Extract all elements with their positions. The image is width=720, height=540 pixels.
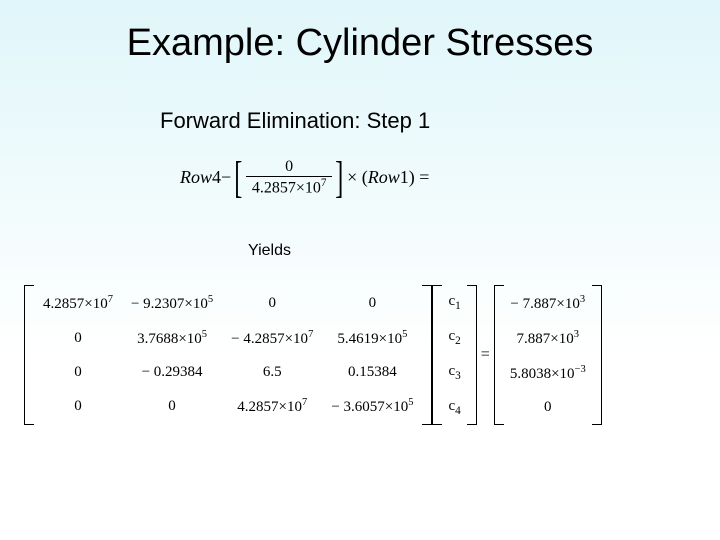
matrix-cell: − 4.2857×107 [222,321,322,356]
den-coeff: 4.2857 [252,179,296,196]
matrix-cell: 0 [222,286,322,321]
bracket-A-left [24,285,34,425]
c-entry: c3 [442,355,466,390]
row-label-right: Row [368,167,400,188]
row-label-left: Row [180,167,212,188]
fraction: 0 4.2857×107 [246,158,333,197]
left-bracket-icon: [ [234,160,242,195]
equals-sign: = [481,346,490,364]
times-icon: × [296,179,305,196]
bracket-b-right [592,285,602,425]
matrix-A: 4.2857×107− 9.2307×1050003.7688×105− 4.2… [34,286,422,424]
frac-numerator: 0 [279,158,299,176]
yields-label: Yields [248,242,291,260]
c-entry: c4 [442,390,466,425]
b-entry: 7.887×103 [504,321,592,356]
matrix-cell: 3.7688×105 [122,321,222,356]
c-entry: c2 [442,320,466,355]
bracket-c-left [432,285,442,425]
den-base: 10 [305,179,321,196]
matrix-cell: − 3.6057×105 [322,389,422,424]
matrix-cell: 0 [122,389,222,424]
den-exp: 7 [321,177,327,189]
matrix-cell: 0 [34,356,122,389]
matrix-cell: 4.2857×107 [222,389,322,424]
right-bracket-icon: ] [336,160,344,195]
row-right-num: 1) = [400,167,430,188]
bracket-A-right [422,285,432,425]
row-num-left: 4 [212,167,221,188]
matrix-cell: 0 [34,389,122,424]
minus-sign: − [221,167,231,188]
matrix-cell: 6.5 [222,356,322,389]
matrix-cell: 0.15384 [322,356,422,389]
matrix-cell: − 0.29384 [122,356,222,389]
bracket-b-left [494,285,504,425]
matrix-cell: 0 [322,286,422,321]
vector-b: − 7.887×1037.887×1035.8038×10−30 [504,286,592,424]
b-entry: 0 [504,391,592,424]
subtitle: Forward Elimination: Step 1 [160,108,430,134]
vector-c: c1c2c3c4 [442,285,466,425]
c-entry: c1 [442,285,466,320]
b-entry: − 7.887×103 [504,286,592,321]
matrix-cell: 0 [34,321,122,356]
matrix-equation: 4.2857×107− 9.2307×1050003.7688×105− 4.2… [24,285,602,425]
matrix-cell: 4.2857×107 [34,286,122,321]
bracket-c-right [467,285,477,425]
equation-row-op: Row4 − [ 0 4.2857×107 ] × (Row1) = [180,158,429,197]
matrix-cell: − 9.2307×105 [122,286,222,321]
mult-open: × ( [347,167,368,188]
frac-denominator: 4.2857×107 [246,176,333,197]
b-entry: 5.8038×10−3 [504,356,592,391]
slide-title: Example: Cylinder Stresses [0,22,720,65]
matrix-cell: 5.4619×105 [322,321,422,356]
